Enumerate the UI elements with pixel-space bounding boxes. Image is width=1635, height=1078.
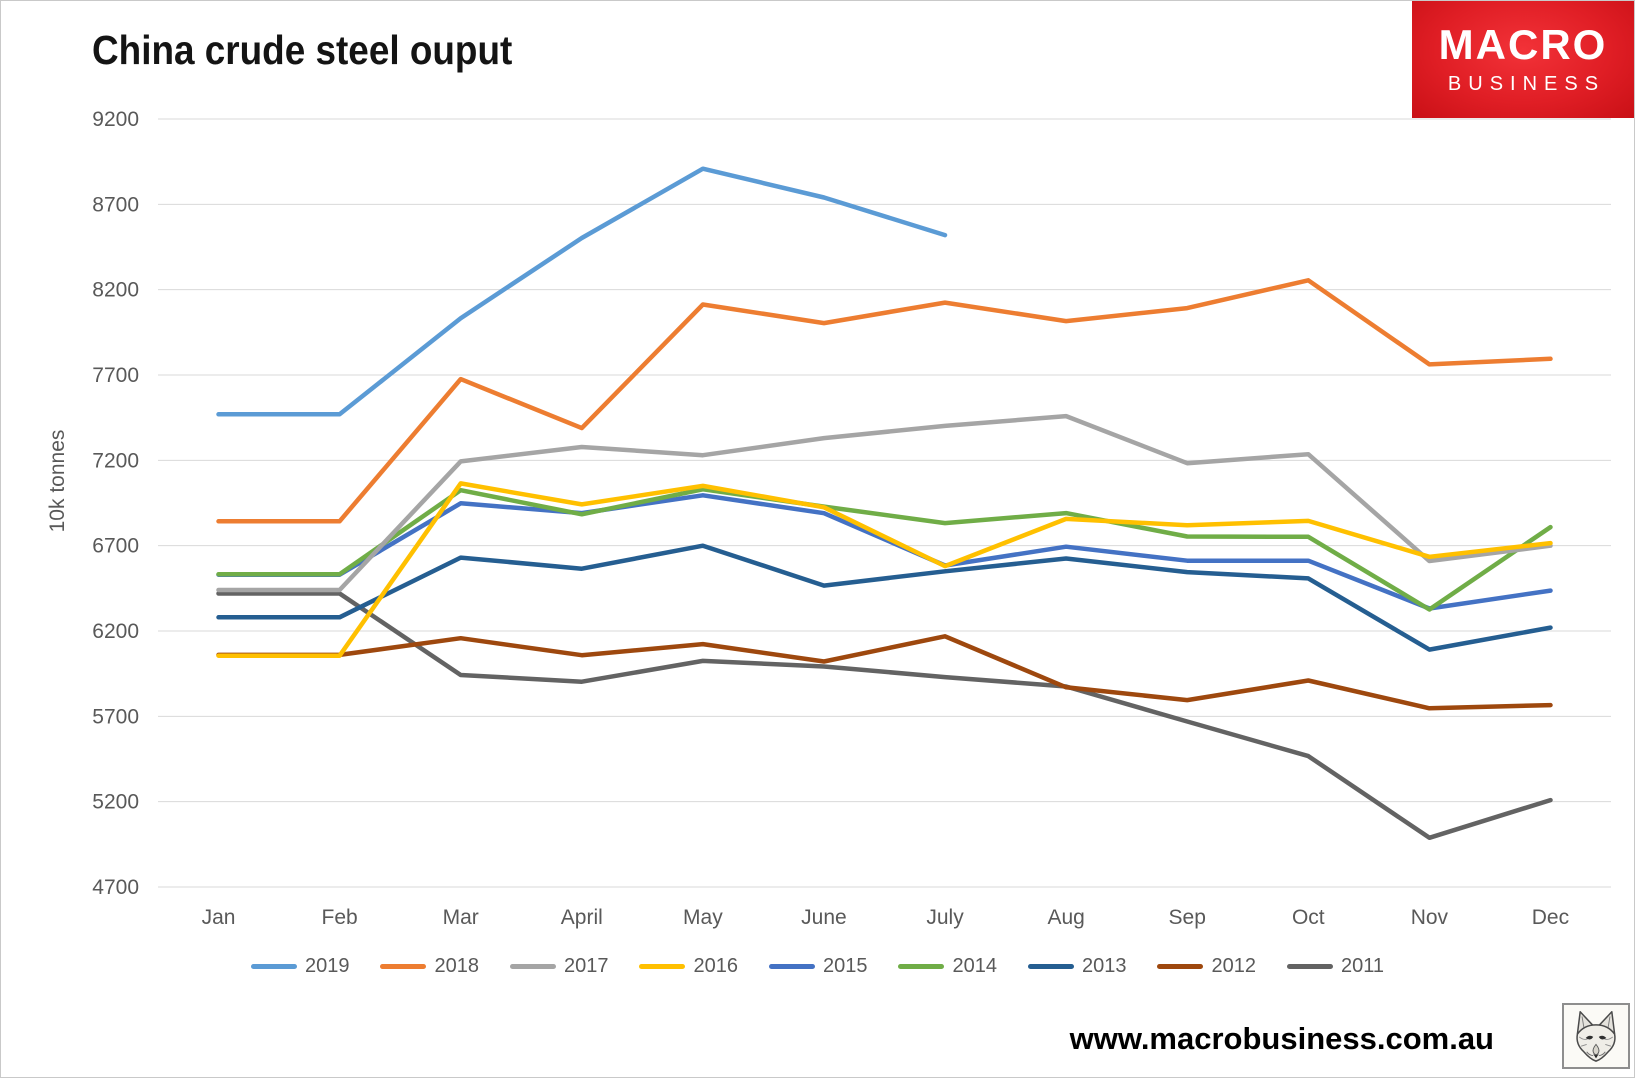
legend-swatch-2013 xyxy=(1027,964,1074,969)
fox-logo-frame xyxy=(1562,1003,1630,1069)
legend-item-2013: 2013 xyxy=(1027,955,1127,978)
x-tick-label: Dec xyxy=(1532,906,1569,929)
series-2018-line xyxy=(216,278,1553,524)
series-2017-line xyxy=(216,413,1553,593)
legend-label: 2012 xyxy=(1211,955,1256,977)
y-tick-label: 6200 xyxy=(92,620,139,643)
series-2011-line xyxy=(216,591,1553,841)
legend-swatch-2011 xyxy=(1286,964,1333,969)
legend-swatch-2016 xyxy=(639,964,686,969)
macrobusiness-logo: MACRO BUSINESS xyxy=(1412,1,1634,118)
legend-label: 2017 xyxy=(563,955,609,977)
y-tick-label: 5200 xyxy=(92,791,139,814)
legend-swatch-2019 xyxy=(250,964,297,969)
y-tick-label: 8700 xyxy=(92,193,139,216)
legend-item-2011: 2011 xyxy=(1286,955,1384,978)
x-tick-label: July xyxy=(926,906,964,929)
legend-label: 2011 xyxy=(1340,955,1384,977)
y-tick-label: 5700 xyxy=(92,705,139,728)
legend-label: 2014 xyxy=(952,955,997,977)
x-tick-label: June xyxy=(801,906,847,929)
logo-line-macro: MACRO xyxy=(1438,20,1608,68)
x-tick-label: Aug xyxy=(1047,906,1084,929)
legend-swatch-2012 xyxy=(1157,964,1204,969)
series-2012-line xyxy=(216,634,1553,711)
y-tick-label: 4700 xyxy=(92,876,139,899)
legend-item-2017: 2017 xyxy=(509,955,609,978)
series-2019-line xyxy=(216,166,948,417)
legend-item-2016: 2016 xyxy=(639,955,738,978)
footer-url: www.macrobusiness.com.au xyxy=(1069,1021,1494,1056)
y-tick-label: 7200 xyxy=(92,449,139,472)
series-2013-line xyxy=(216,543,1553,652)
series-2015-line xyxy=(216,493,1553,611)
y-tick-label: 8200 xyxy=(92,279,139,302)
y-tick-label: 7700 xyxy=(92,364,139,387)
legend-swatch-2015 xyxy=(768,964,815,969)
legend-label: 2018 xyxy=(434,955,479,977)
x-tick-label: Feb xyxy=(322,906,358,929)
logo-line-business: BUSINESS xyxy=(1447,72,1606,95)
legend-item-2018: 2018 xyxy=(380,955,479,978)
legend-label: 2016 xyxy=(693,955,738,977)
series-2016-line xyxy=(216,481,1553,658)
legend-swatch-2014 xyxy=(898,964,945,969)
x-tick-label: May xyxy=(683,906,723,929)
x-tick-label: April xyxy=(561,906,603,929)
legend-item-2012: 2012 xyxy=(1157,955,1256,978)
x-tick-label: Nov xyxy=(1411,906,1449,929)
legend-label: 2013 xyxy=(1081,955,1127,977)
x-tick-label: Oct xyxy=(1292,906,1325,929)
legend-label: 2019 xyxy=(304,955,350,977)
series-2014-line xyxy=(216,487,1553,612)
chart-legend: 2019 2018 2017 2016 2015 2014 2013 2012 2011 xyxy=(1,955,1634,978)
legend-label: 2015 xyxy=(822,955,868,977)
legend-item-2014: 2014 xyxy=(898,955,997,978)
y-axis-title: 10k tonnes xyxy=(46,429,69,533)
x-tick-label: Jan xyxy=(202,906,236,929)
x-tick-label: Sep xyxy=(1169,906,1206,929)
legend-swatch-2017 xyxy=(509,964,556,969)
y-tick-label: 6700 xyxy=(92,535,139,558)
legend-item-2019: 2019 xyxy=(250,955,350,978)
legend-swatch-2018 xyxy=(380,964,427,969)
x-tick-label: Mar xyxy=(443,906,479,929)
fox-icon xyxy=(1576,1011,1616,1062)
legend-item-2015: 2015 xyxy=(768,955,868,978)
chart-title: China crude steel ouput xyxy=(92,27,513,73)
y-tick-label: 9200 xyxy=(92,108,139,131)
